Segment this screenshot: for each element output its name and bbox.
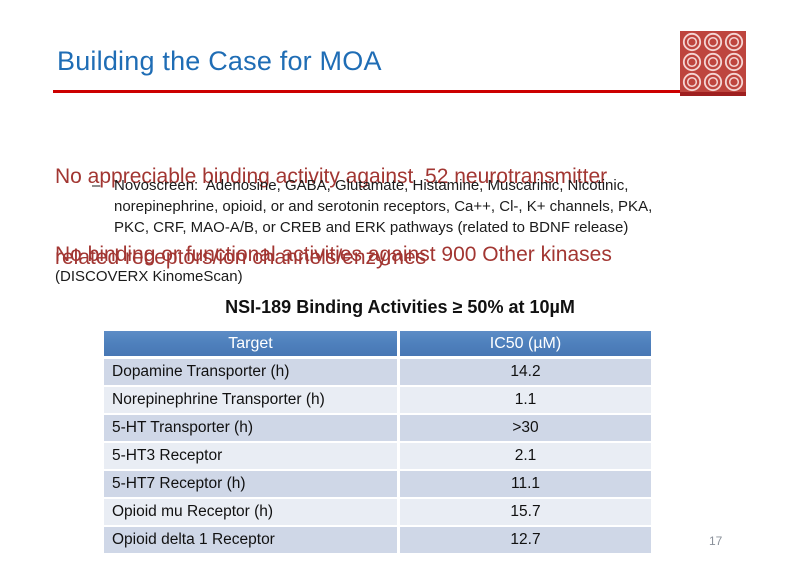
cell-ic50: 12.7 (397, 525, 651, 553)
slide-title: Building the Case for MOA (57, 46, 382, 76)
table-row: Opioid mu Receptor (h) 15.7 (104, 497, 651, 525)
novoscreen-bullet-line3: PKC, CRF, MAO-A/B, or CREB and ERK pathw… (114, 219, 629, 236)
heading-kinases-subtext: (DISCOVERX KinomeScan) (55, 268, 243, 285)
novoscreen-bullet-line1: Novoscreen: Adenosine, GABA, Glutamate, … (114, 177, 629, 194)
column-header-ic50: IC50 (µM) (397, 331, 651, 356)
cell-ic50: 15.7 (397, 497, 651, 525)
circles-grid-logo-icon (680, 31, 746, 96)
cell-target: Opioid delta 1 Receptor (104, 525, 397, 553)
heading-neurotransmitter-line1: No appreciable binding activity against … (55, 165, 608, 188)
table-row: 5-HT7 Receptor (h) 11.1 (104, 469, 651, 497)
cell-target: Norepinephrine Transporter (h) (104, 385, 397, 413)
table-row: 5-HT Transporter (h) >30 (104, 413, 651, 441)
novoscreen-bullet-text: Novoscreen: Adenosine, GABA, Glutamate, … (114, 175, 652, 238)
cell-ic50: 1.1 (397, 385, 651, 413)
heading-neurotransmitter-line2: related receptors/ion channels/enzymes (55, 246, 427, 269)
cell-target: Dopamine Transporter (h) (104, 356, 397, 385)
title-underline-rule (53, 90, 746, 93)
cell-target: 5-HT7 Receptor (h) (104, 469, 397, 497)
cell-target: 5-HT3 Receptor (104, 441, 397, 469)
table-row: Dopamine Transporter (h) 14.2 (104, 356, 651, 385)
heading-neurotransmitter: No appreciable binding activity against … (55, 109, 607, 325)
cell-ic50: >30 (397, 413, 651, 441)
binding-table-title: NSI-189 Binding Activities ≥ 50% at 10µM (225, 297, 575, 317)
cell-target: 5-HT Transporter (h) (104, 413, 397, 441)
table-row: Opioid delta 1 Receptor 12.7 (104, 525, 651, 553)
cell-ic50: 14.2 (397, 356, 651, 385)
table-row: 5-HT3 Receptor 2.1 (104, 441, 651, 469)
heading-kinases: No binding or functional activities agai… (55, 243, 612, 266)
cell-target: Opioid mu Receptor (h) (104, 497, 397, 525)
table-row: Norepinephrine Transporter (h) 1.1 (104, 385, 651, 413)
binding-activities-table: Target IC50 (µM) Dopamine Transporter (h… (104, 331, 651, 553)
cell-ic50: 2.1 (397, 441, 651, 469)
novoscreen-bullet-line2: norepinephrine, opioid, or and serotonin… (114, 198, 653, 215)
cell-ic50: 11.1 (397, 469, 651, 497)
novoscreen-bullet: – Novoscreen: Adenosine, GABA, Glutamate… (92, 175, 652, 238)
table-header-row: Target IC50 (µM) (104, 331, 651, 356)
column-header-target: Target (104, 331, 397, 356)
page-number: 17 (709, 534, 723, 548)
bullet-dash: – (92, 177, 101, 194)
